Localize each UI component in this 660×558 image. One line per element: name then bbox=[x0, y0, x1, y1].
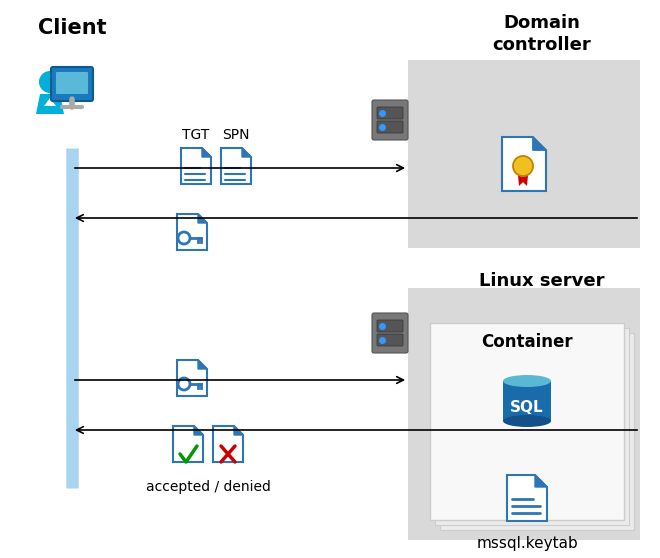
Bar bbox=[503, 381, 551, 421]
Polygon shape bbox=[44, 98, 56, 106]
Ellipse shape bbox=[503, 415, 551, 427]
FancyBboxPatch shape bbox=[56, 72, 88, 94]
Polygon shape bbox=[194, 426, 203, 435]
FancyBboxPatch shape bbox=[377, 334, 403, 346]
Text: mssql.keytab: mssql.keytab bbox=[476, 536, 578, 551]
Polygon shape bbox=[242, 148, 251, 157]
Polygon shape bbox=[533, 137, 546, 150]
Text: Container: Container bbox=[481, 333, 573, 351]
Polygon shape bbox=[202, 148, 211, 157]
Polygon shape bbox=[173, 426, 203, 462]
Polygon shape bbox=[177, 360, 207, 396]
Bar bbox=[408, 288, 640, 540]
Bar bbox=[408, 60, 640, 248]
Ellipse shape bbox=[503, 375, 551, 387]
Polygon shape bbox=[36, 94, 64, 114]
Text: Linux server: Linux server bbox=[479, 272, 605, 290]
Text: SQL: SQL bbox=[510, 400, 544, 415]
Polygon shape bbox=[198, 214, 207, 223]
FancyBboxPatch shape bbox=[51, 67, 93, 101]
FancyBboxPatch shape bbox=[377, 107, 403, 119]
FancyBboxPatch shape bbox=[377, 121, 403, 133]
Polygon shape bbox=[234, 426, 243, 435]
Text: TGT: TGT bbox=[182, 128, 210, 142]
Polygon shape bbox=[518, 175, 528, 186]
Text: accepted / denied: accepted / denied bbox=[146, 480, 271, 494]
Polygon shape bbox=[177, 214, 207, 250]
Bar bbox=[440, 333, 634, 530]
Text: Client: Client bbox=[38, 18, 106, 38]
Polygon shape bbox=[535, 475, 547, 487]
Polygon shape bbox=[221, 148, 251, 184]
Text: SPN: SPN bbox=[222, 128, 249, 142]
Circle shape bbox=[513, 156, 533, 176]
Bar bbox=[435, 328, 629, 525]
FancyBboxPatch shape bbox=[377, 320, 403, 332]
Circle shape bbox=[39, 71, 61, 93]
Text: Domain
controller: Domain controller bbox=[492, 14, 591, 54]
Polygon shape bbox=[502, 137, 546, 191]
Polygon shape bbox=[181, 148, 211, 184]
Polygon shape bbox=[507, 475, 547, 521]
Polygon shape bbox=[213, 426, 243, 462]
Bar bbox=[430, 323, 624, 520]
Polygon shape bbox=[198, 360, 207, 369]
FancyBboxPatch shape bbox=[372, 100, 408, 140]
FancyBboxPatch shape bbox=[372, 313, 408, 353]
